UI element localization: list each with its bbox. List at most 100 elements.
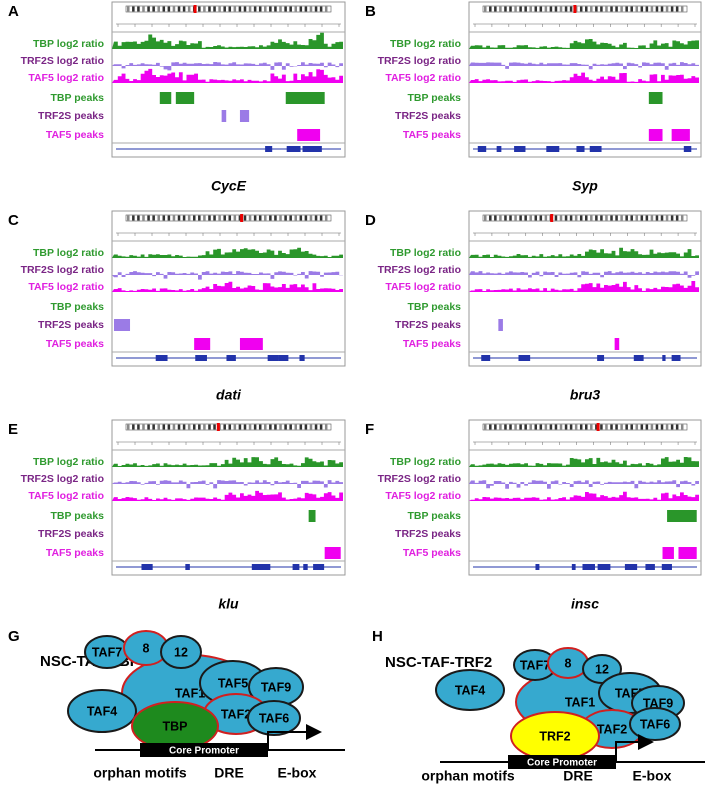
band [675,6,679,12]
signal-track [112,281,343,292]
gene-name: klu [218,596,239,612]
subunit-label: 8 [565,656,572,670]
exon [195,355,207,361]
band [574,424,578,430]
panel-letter: F [365,421,374,438]
band [294,215,298,221]
exon [226,355,236,361]
track-label: TRF2S peaks [38,528,104,540]
band [258,6,262,12]
band [660,6,664,12]
track-label: TBP log2 ratio [33,38,104,50]
core-promoter [140,743,268,757]
track-label: TRF2S peaks [38,110,104,122]
exon [299,355,305,361]
band [494,424,497,430]
exon [683,146,692,152]
band [233,424,237,430]
band [620,6,623,12]
band [579,6,583,12]
exon [302,146,314,152]
band [499,424,502,430]
subunit-label: TRF2 [539,729,570,743]
peak [175,92,195,104]
band [600,424,603,430]
subunit [247,700,301,736]
band [284,424,287,430]
band [590,424,593,430]
band [494,215,497,221]
peak [498,319,503,331]
band [238,424,242,430]
tss-arrow [615,734,654,762]
track-label: TAF5 log2 ratio [385,72,461,84]
band [625,215,628,221]
band [569,424,573,430]
panel-letter: B [365,3,376,20]
band [519,6,522,12]
band [187,424,191,430]
band [650,6,654,12]
exon [645,564,655,570]
band [524,424,527,430]
band [630,424,633,430]
band [213,424,216,430]
signal-track [469,281,699,292]
band [127,215,130,221]
band [314,6,318,12]
signal-track [469,62,699,70]
band [554,6,558,12]
band [172,424,176,430]
exon [477,146,487,152]
track-label: TBP peaks [51,510,105,522]
band [519,215,522,221]
band [675,215,679,221]
band [670,424,674,430]
band [248,215,252,221]
band [554,215,558,221]
band [645,215,649,221]
band [605,424,608,430]
band [253,215,257,221]
band [675,424,679,430]
track-label: TAF5 peaks [403,547,461,559]
track-label: TBP peaks [408,510,462,522]
band [228,6,232,12]
exon [571,564,576,570]
band [514,6,517,12]
track-label: TAF5 log2 ratio [385,281,461,293]
locus [596,423,600,431]
band [569,215,573,221]
track-label: TBP peaks [408,92,462,104]
band [167,424,171,430]
band [564,215,568,221]
peak [159,92,172,104]
band [258,215,262,221]
band [665,424,669,430]
exon [273,355,279,361]
subunit-label: TAF1 [565,695,595,709]
band [243,6,247,12]
band [299,6,303,12]
exon [597,355,605,361]
band [605,6,608,12]
track-label: TAF5 log2 ratio [385,490,461,502]
locus [240,214,244,222]
track-label: TRF2S peaks [395,528,461,540]
band [142,6,145,12]
band [167,215,171,221]
band [665,215,669,221]
panel-letter: C [8,212,19,229]
peak [324,547,341,559]
peak [308,510,316,522]
subunit-label: TAF2 [221,707,251,721]
peak [221,110,227,122]
band [274,6,277,12]
band [499,215,502,221]
peak [239,338,263,350]
band [127,6,130,12]
exon [576,146,585,152]
band [549,424,553,430]
band [484,215,487,221]
band [324,6,328,12]
